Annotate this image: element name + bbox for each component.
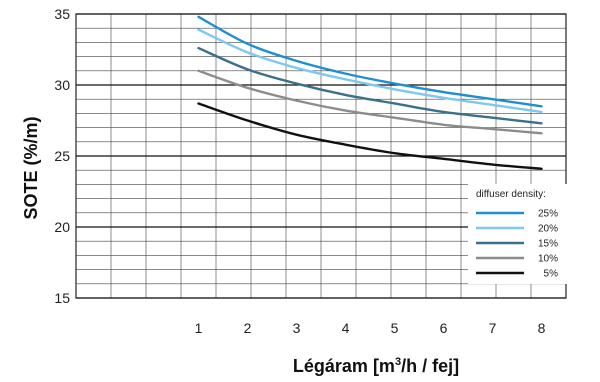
x-axis-title-main: Légáram [m [293, 356, 395, 376]
x-tick-label: 5 [391, 320, 399, 336]
x-tick-label: 3 [293, 320, 301, 336]
y-tick-label: 30 [54, 77, 70, 93]
x-tick-label: 2 [244, 320, 252, 336]
y-tick-label: 20 [54, 219, 70, 235]
legend: diffuser density: 25% 20% 15% 10% 5% [468, 184, 572, 284]
series-line-0 [197, 15, 543, 108]
legend-title: diffuser density: [476, 189, 546, 200]
y-axis-title: SOTE (%/m) [21, 116, 41, 219]
series-line-3 [197, 69, 543, 135]
x-tick-label: 7 [489, 320, 497, 336]
series-line-2 [197, 46, 543, 125]
series-line-4 [197, 102, 543, 170]
plot-frame [75, 13, 567, 299]
y-tick-label: 35 [54, 6, 70, 22]
y-tick-label: 25 [54, 148, 70, 164]
x-tick-label: 8 [538, 320, 546, 336]
legend-box [468, 184, 572, 284]
x-tick-label: 4 [342, 320, 350, 336]
legend-entries: 25% 20% 15% 10% 5% [476, 209, 558, 280]
x-tick-label: 1 [195, 320, 203, 336]
tick-labels: 1 2 3 4 5 6 7 8 15 20 25 30 35 [54, 6, 545, 336]
x-axis-title-rest: /h / fej] [401, 356, 459, 376]
legend-label: 5% [544, 269, 559, 280]
x-axis-title-superscript: 3 [395, 356, 401, 368]
legend-label: 20% [538, 224, 558, 235]
legend-label: 25% [538, 209, 558, 220]
x-axis-title: Légáram [m3/h / fej] [293, 356, 459, 376]
legend-label: 10% [538, 254, 558, 265]
y-tick-label: 15 [54, 290, 70, 306]
legend-label: 15% [538, 239, 558, 250]
x-tick-label: 6 [440, 320, 448, 336]
series-line-1 [197, 28, 543, 114]
series-lines [197, 15, 543, 170]
